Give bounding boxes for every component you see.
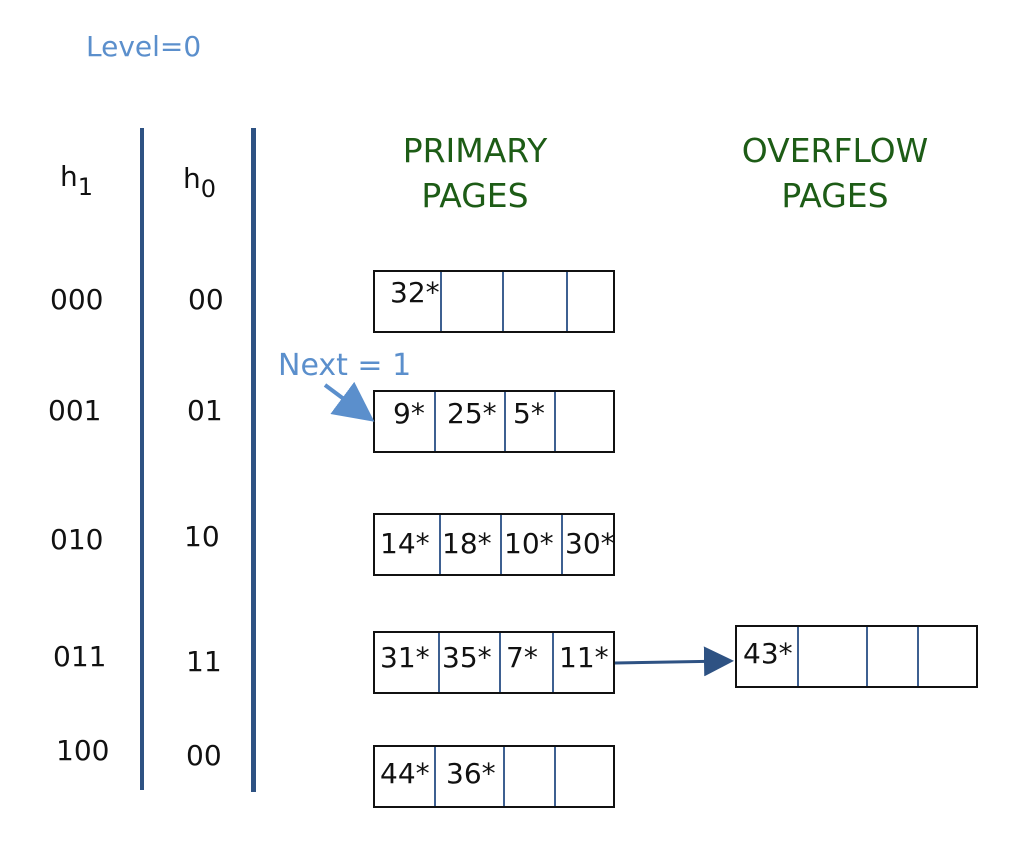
h0-pages-separator — [251, 128, 256, 792]
bucket-1-divider-2 — [504, 392, 506, 451]
row-3-h1: 011 — [53, 640, 107, 673]
row-3-h0: 11 — [186, 645, 222, 678]
primary-bucket-0: 32* — [373, 270, 615, 333]
bucket-2-divider-1 — [439, 515, 441, 574]
h0-header-base: h — [183, 162, 201, 195]
h1-h0-separator — [140, 128, 144, 790]
next-pointer-label: Next = 1 — [278, 348, 412, 383]
primary-bucket-3: 31* 35* 7* 11* — [373, 631, 615, 694]
bucket-3-divider-3 — [552, 633, 554, 692]
bucket-3-divider-2 — [499, 633, 501, 692]
bucket-3-divider-1 — [438, 633, 440, 692]
bucket-0-divider-3 — [566, 272, 568, 331]
bucket-3-entry-1: 31* — [380, 641, 430, 674]
overflow-pages-title: OVERFLOW PAGES — [720, 128, 950, 218]
bucket-1-divider-3 — [554, 392, 556, 451]
row-2-h1: 010 — [50, 523, 104, 556]
bucket-2-entry-2: 18* — [442, 527, 492, 560]
overflow-bucket-3: 43* — [735, 625, 978, 688]
overflow-divider-2 — [866, 627, 868, 686]
primary-bucket-1: 9* 25* 5* — [373, 390, 615, 453]
overflow-title-line-2: PAGES — [781, 176, 889, 215]
overflow-link-arrow — [614, 646, 734, 677]
bucket-0-divider-1 — [440, 272, 442, 331]
bucket-2-entry-3: 10* — [504, 527, 554, 560]
primary-pages-title: PRIMARY PAGES — [380, 128, 570, 218]
overflow-divider-1 — [797, 627, 799, 686]
primary-bucket-2: 14* 18* 10* 30* — [373, 513, 615, 576]
primary-title-line-1: PRIMARY — [402, 131, 548, 170]
h0-header-sub: 0 — [200, 175, 217, 203]
overflow-title-line-1: OVERFLOW — [741, 131, 929, 170]
bucket-1-entry-2: 25* — [447, 397, 497, 430]
bucket-1-entry-1: 9* — [393, 397, 425, 430]
row-2-h0: 10 — [184, 520, 220, 553]
primary-title-line-2: PAGES — [421, 176, 529, 215]
bucket-4-divider-3 — [554, 747, 556, 806]
h1-header-sub: 1 — [77, 173, 94, 201]
bucket-3-entry-2: 35* — [442, 641, 492, 674]
bucket-2-divider-2 — [500, 515, 502, 574]
overflow-entry-1: 43* — [743, 637, 793, 670]
level-label: Level=0 — [86, 30, 202, 63]
primary-bucket-4: 44* 36* — [373, 745, 615, 808]
bucket-3-entry-4: 11* — [559, 641, 609, 674]
bucket-1-entry-3: 5* — [513, 397, 545, 430]
row-4-h1: 100 — [56, 734, 110, 767]
row-0-h1: 000 — [50, 283, 104, 316]
bucket-4-entry-1: 44* — [380, 757, 430, 790]
bucket-0-divider-2 — [502, 272, 504, 331]
bucket-3-entry-3: 7* — [506, 641, 538, 674]
bucket-4-divider-1 — [434, 747, 436, 806]
bucket-4-entry-2: 36* — [446, 757, 496, 790]
h1-header: h1 — [60, 160, 93, 201]
overflow-divider-3 — [917, 627, 919, 686]
row-4-h0: 00 — [186, 739, 222, 772]
h1-header-base: h — [60, 160, 78, 193]
next-pointer-arrow — [323, 381, 375, 422]
row-0-h0: 00 — [188, 283, 224, 316]
row-1-h0: 01 — [187, 394, 223, 427]
h0-header: h0 — [183, 162, 216, 203]
bucket-0-entry-1: 32* — [390, 276, 440, 309]
bucket-1-divider-1 — [434, 392, 436, 451]
bucket-2-entry-4: 30* — [565, 527, 615, 560]
row-1-h1: 001 — [48, 394, 102, 427]
bucket-2-entry-1: 14* — [380, 527, 430, 560]
bucket-4-divider-2 — [503, 747, 505, 806]
bucket-2-divider-3 — [561, 515, 563, 574]
